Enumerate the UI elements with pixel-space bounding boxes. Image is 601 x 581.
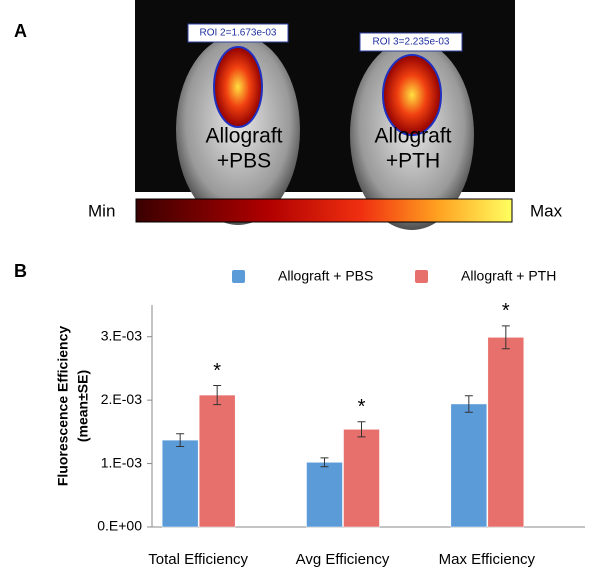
legend-label: Allograft + PTH — [461, 268, 556, 284]
color-scale — [135, 198, 513, 223]
legend-label: Allograft + PBS — [278, 268, 373, 284]
y-tick-label: 0.E+00 — [97, 518, 142, 534]
bar — [450, 403, 488, 528]
mouse — [176, 35, 300, 225]
panel-label: B — [14, 261, 27, 281]
error-bar — [320, 457, 329, 468]
y-axis-label: (mean±SE) — [75, 370, 91, 442]
error-bar — [357, 421, 366, 438]
roi-label: ROI 3=2.235e-03 — [373, 37, 450, 48]
roi-box — [359, 32, 463, 52]
scale-min: Min — [88, 201, 115, 220]
roi-label: ROI 2=1.673e-03 — [200, 28, 277, 39]
y-axis-label: Fluorescence Efficiency — [55, 326, 71, 487]
legend-swatch — [232, 270, 245, 283]
bar — [306, 462, 343, 528]
error-bar — [176, 433, 185, 447]
y-tick-label: 1.E-03 — [101, 454, 142, 470]
scale-max: Max — [530, 201, 563, 220]
roi-signal — [382, 54, 442, 136]
bar — [198, 394, 236, 528]
annotation: * — [213, 360, 221, 382]
annotation: * — [358, 396, 366, 418]
mouse-label: +PTH — [386, 150, 440, 173]
annotation: * — [502, 300, 510, 322]
bar — [487, 337, 525, 528]
error-bar — [213, 385, 222, 406]
error-bar — [464, 395, 473, 413]
y-tick-label: 2.E-03 — [101, 391, 142, 407]
x-tick-label: Max Efficiency — [439, 551, 536, 568]
x-tick-label: Avg Efficiency — [296, 551, 390, 568]
mouse-label: Allograft — [374, 125, 451, 148]
mouse-label: +PBS — [217, 150, 271, 173]
legend-swatch — [415, 270, 428, 283]
x-tick-label: Total Efficiency — [148, 551, 248, 568]
roi-box — [187, 23, 289, 43]
panel-label: A — [14, 21, 27, 41]
y-tick-label: 3.E-03 — [101, 327, 142, 343]
mouse-label: Allograft — [205, 125, 282, 148]
bar — [343, 429, 380, 528]
error-bar — [501, 325, 510, 350]
bar — [161, 439, 199, 528]
roi-signal — [213, 46, 263, 128]
